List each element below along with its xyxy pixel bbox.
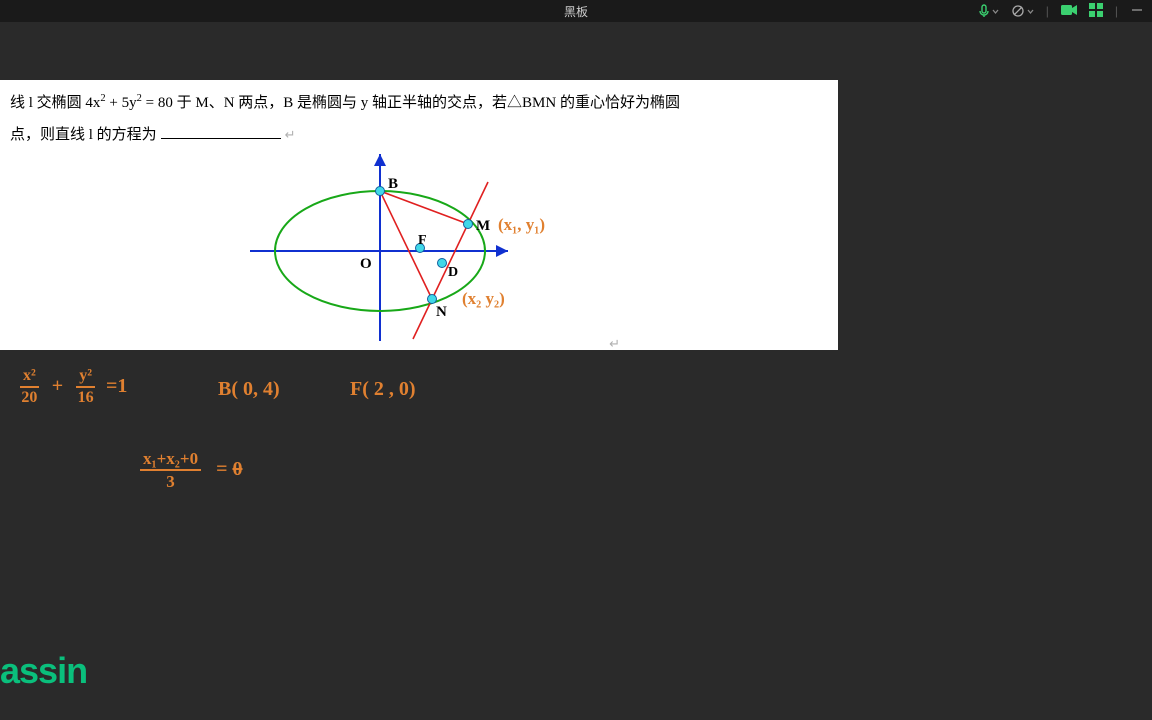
answer-blank xyxy=(161,124,281,139)
point-D xyxy=(438,259,447,268)
minimize-icon[interactable] xyxy=(1130,3,1144,20)
titlebar-controls: | | xyxy=(978,3,1144,20)
label-O: O xyxy=(360,256,372,272)
label-D: D xyxy=(448,265,458,280)
video-icon[interactable] xyxy=(1061,4,1077,19)
hw-point-B: B( 0, 4) xyxy=(218,378,280,401)
hw-plus: + xyxy=(52,375,63,397)
problem-fragment: = 80 于 M、N 两点，B 是椭圆与 y 轴正半轴的交点，若△BMN 的重心… xyxy=(142,95,680,111)
separator: | xyxy=(1115,4,1118,18)
hw-num: y² xyxy=(76,368,95,388)
problem-fragment: 线 l 交椭圆 4x xyxy=(10,95,100,111)
hw-rhs: =1 xyxy=(106,375,127,397)
ellipse-diagram: O B M N F D (x₁, y₁) (x₂ y₂) ↵ xyxy=(240,146,570,346)
label-F: F xyxy=(418,233,427,248)
label-B: B xyxy=(388,176,398,192)
problem-fragment: 点，则直线 l 的方程为 xyxy=(10,127,157,143)
return-mark: ↵ xyxy=(609,336,620,352)
logo: assin xyxy=(0,650,87,692)
point-N xyxy=(428,295,437,304)
hw-coord-M: (x₁, y₁) xyxy=(498,215,545,234)
problem-text: 线 l 交椭圆 4x2 + 5y2 = 80 于 M、N 两点，B 是椭圆与 y… xyxy=(10,88,828,151)
label-M: M xyxy=(476,218,490,234)
return-mark: ↵ xyxy=(285,127,296,142)
hw-den: 16 xyxy=(78,388,94,406)
problem-fragment: + 5y xyxy=(106,95,137,111)
hw-centroid: x₁+x₂+03 = 0 xyxy=(140,450,242,490)
hw-eq-ellipse: x²20 + y²16 =1 xyxy=(20,368,127,406)
hw-den: 20 xyxy=(21,388,37,406)
problem-panel: 线 l 交椭圆 4x2 + 5y2 = 80 于 M、N 两点，B 是椭圆与 y… xyxy=(0,80,838,350)
hw-coord-N: (x₂ y₂) xyxy=(462,289,505,308)
separator: | xyxy=(1046,4,1049,18)
camera-off-icon[interactable] xyxy=(1011,4,1034,18)
title-bar: 黑板 | | xyxy=(0,0,1152,22)
mic-icon[interactable] xyxy=(978,4,999,18)
title-text: 黑板 xyxy=(564,3,588,20)
hw-num: x² xyxy=(20,368,39,388)
point-B xyxy=(376,187,385,196)
hw-num: x₁+x₂+0 xyxy=(140,450,201,471)
point-M xyxy=(464,220,473,229)
grid-icon[interactable] xyxy=(1089,3,1103,20)
label-N: N xyxy=(436,304,447,320)
hw-rhs: = 0 xyxy=(216,458,242,480)
hw-den: 3 xyxy=(166,471,175,490)
hw-point-F: F( 2 , 0) xyxy=(350,378,416,401)
